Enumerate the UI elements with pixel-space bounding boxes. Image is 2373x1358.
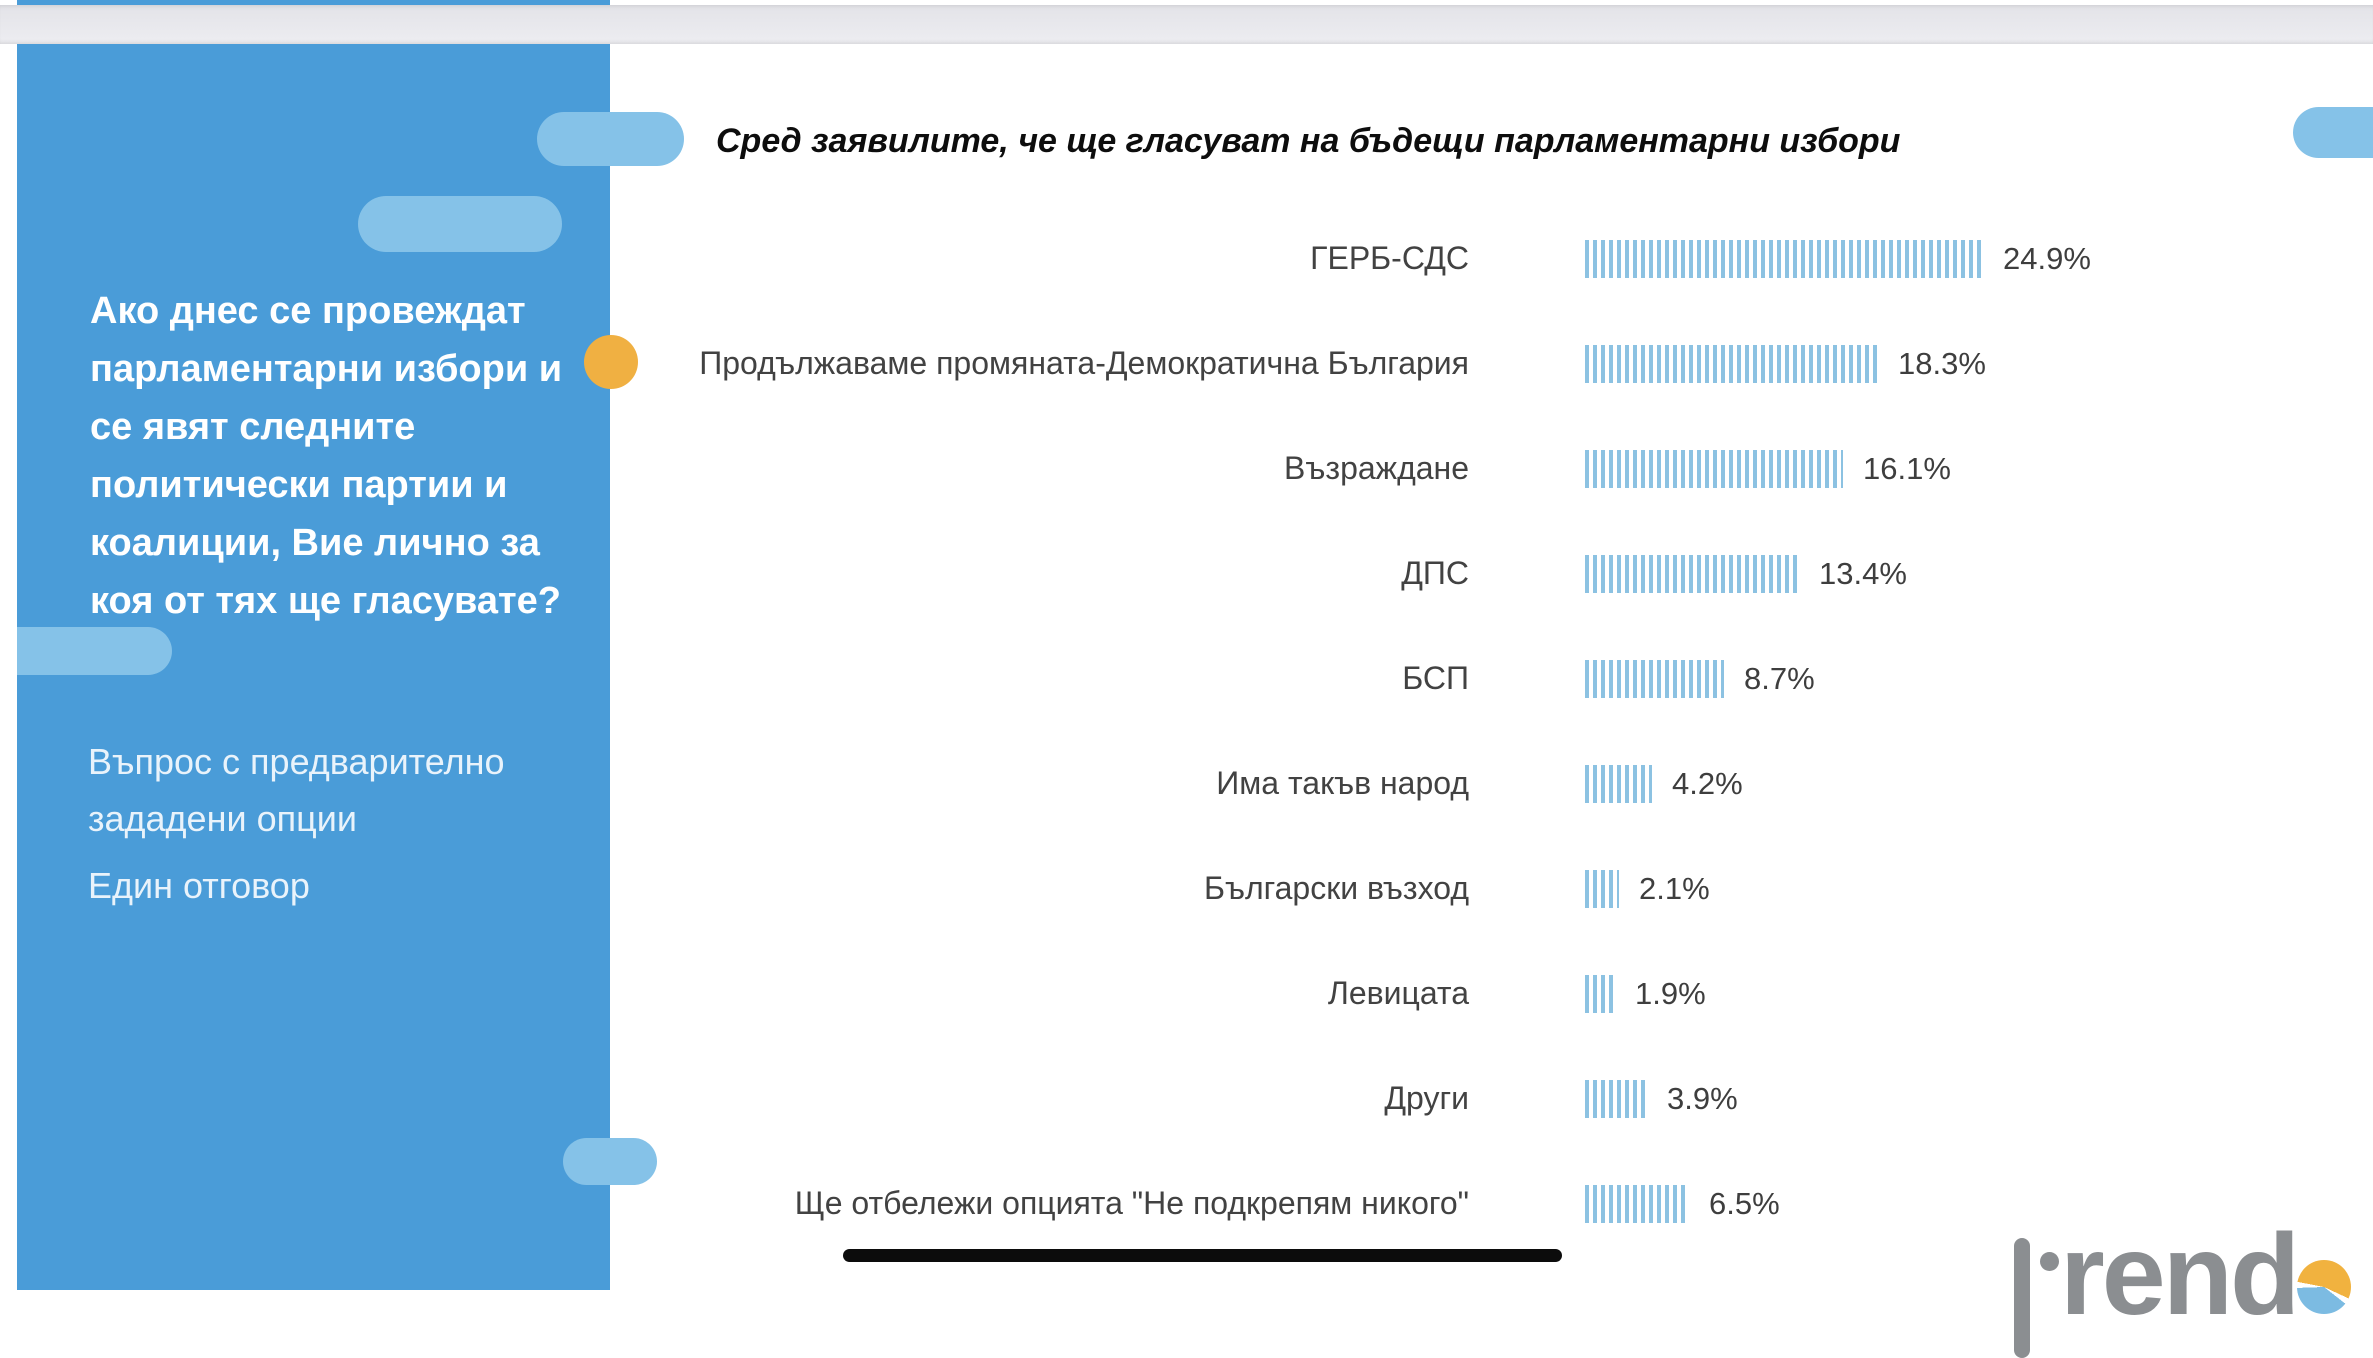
- chart-row: Левицата 1.9%: [690, 941, 2190, 1046]
- question-text: Ако днес се провеждат парламентарни избо…: [90, 282, 562, 630]
- bar: [1585, 1184, 1689, 1223]
- question-line: Ако днес се провеждат: [90, 290, 526, 332]
- question-line: коя от тях ще гласувате?: [90, 580, 561, 622]
- category-label: Други: [1384, 1080, 1469, 1116]
- answer-type-note-line: Един отговор: [88, 865, 310, 906]
- category-label: Възраждане: [1284, 450, 1469, 486]
- chart-title: Сред заявилите, че ще гласуват на бъдещи…: [716, 122, 1901, 160]
- value-label: 13.4%: [1819, 555, 1907, 591]
- category-label: БСП: [1402, 660, 1469, 696]
- chart-row: Продължаваме промяната-Демократична Бълг…: [690, 311, 2190, 416]
- decor-pill-upper: [358, 196, 562, 252]
- chart-row: БСП 8.7%: [690, 626, 2190, 731]
- category-label: Ще отбележи опцията "Не подкрепям никого…: [794, 1185, 1469, 1221]
- value-label: 24.9%: [2003, 240, 2091, 276]
- bar: [1585, 239, 1983, 278]
- question-line: политически партии и: [90, 464, 508, 506]
- accent-dot: [584, 335, 638, 389]
- category-label: Български възход: [1203, 870, 1469, 906]
- category-label: Левицата: [1327, 975, 1469, 1011]
- value-label: 6.5%: [1709, 1185, 1780, 1221]
- value-label: 2.1%: [1639, 870, 1710, 906]
- value-label: 8.7%: [1744, 660, 1815, 696]
- bar: [1585, 449, 1843, 488]
- question-type-note-line: Въпрос с предварително: [88, 741, 505, 782]
- trend-logo-dot: [2040, 1252, 2059, 1271]
- bar: [1585, 659, 1724, 698]
- chart-row: Има такъв народ 4.2%: [690, 731, 2190, 836]
- question-line: се явят следните: [90, 406, 416, 448]
- chart-row: Български възход 2.1%: [690, 836, 2190, 941]
- question-type-note-line: зададени опции: [88, 798, 357, 839]
- question-line: коалиции, Вие лично за: [90, 522, 540, 564]
- chart-row: Други 3.9%: [690, 1046, 2190, 1151]
- value-label: 3.9%: [1667, 1080, 1738, 1116]
- category-label: ГЕРБ-СДС: [1310, 240, 1469, 276]
- slide-separator: [0, 5, 2373, 44]
- logo-pie-chart-icon: [2297, 1260, 2351, 1314]
- previous-slide-sidebar-edge: [17, 0, 610, 5]
- bar: [1585, 974, 1615, 1013]
- value-label: 4.2%: [1672, 765, 1743, 801]
- bar: [1585, 1079, 1647, 1118]
- bar-chart: ГЕРБ-СДС 24.9% Продължаваме промяната-Де…: [690, 206, 2190, 1256]
- category-label: ДПС: [1401, 555, 1469, 591]
- bar: [1585, 554, 1799, 593]
- value-label: 1.9%: [1635, 975, 1706, 1011]
- bar: [1585, 869, 1619, 908]
- decor-pill-top-right: [2293, 107, 2373, 158]
- previous-slide-edge: [0, 0, 2373, 5]
- bar: [1585, 764, 1652, 803]
- question-line: парламентарни избори и: [90, 348, 563, 390]
- trend-logo-t-stem: [2014, 1238, 2030, 1358]
- progress-bar: [843, 1249, 1562, 1262]
- trend-logo: rend: [2060, 1211, 2300, 1339]
- chart-row: Ще отбележи опцията "Не подкрепям никого…: [690, 1151, 2190, 1256]
- decor-pill-left: [17, 627, 172, 675]
- question-type-note: Въпрос с предварително зададени опции: [88, 733, 505, 847]
- category-label: Продължаваме промяната-Демократична Бълг…: [699, 345, 1469, 381]
- value-label: 18.3%: [1898, 345, 1986, 381]
- chart-row: ДПС 13.4%: [690, 521, 2190, 626]
- bar: [1585, 344, 1878, 383]
- category-label: Има такъв народ: [1216, 765, 1469, 801]
- decor-pill-top: [537, 112, 684, 166]
- decor-pill-bottom: [563, 1138, 657, 1185]
- chart-row: Възраждане 16.1%: [690, 416, 2190, 521]
- value-label: 16.1%: [1863, 450, 1951, 486]
- answer-type-note: Един отговор: [88, 857, 310, 914]
- chart-row: ГЕРБ-СДС 24.9%: [690, 206, 2190, 311]
